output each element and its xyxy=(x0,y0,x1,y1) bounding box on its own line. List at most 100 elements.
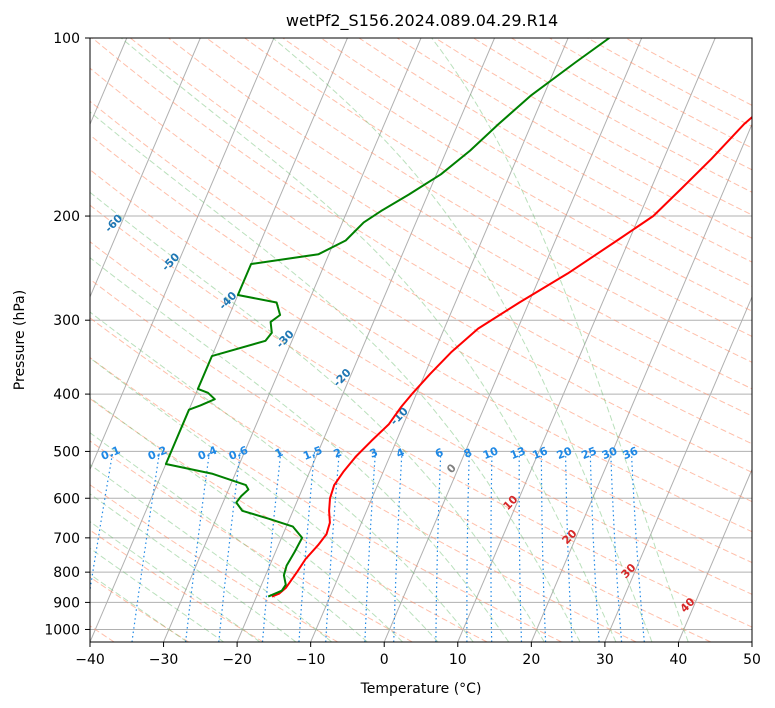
isotherm-label: 40 xyxy=(678,595,698,615)
isotherm-line xyxy=(236,38,496,642)
y-axis-label: Pressure (hPa) xyxy=(12,290,28,390)
dry-adiabat-line xyxy=(90,484,339,642)
isotherm-line xyxy=(383,38,643,642)
mixing-ratio-line xyxy=(518,451,523,642)
moist-adiabat-line xyxy=(120,38,617,642)
chart-title: wetPf2_S156.2024.089.04.29.R14 xyxy=(286,11,558,31)
x-tick-label: 30 xyxy=(596,652,614,668)
y-axis-ticks: 100 200 300 400 500 600 700 800 900 1000 xyxy=(44,31,90,638)
isotherm-label: -80 xyxy=(0,134,11,158)
mixing-ratio-label: 8 xyxy=(462,446,474,461)
x-tick-label: 10 xyxy=(449,652,467,668)
isotherm-line xyxy=(677,468,752,642)
mixing-ratio-label: 0.2 xyxy=(146,444,169,463)
mixing-ratio-label: 20 xyxy=(555,444,574,462)
mixing-ratio-line xyxy=(610,451,623,642)
mixing-ratio-line xyxy=(364,451,377,642)
y-tick-label: 700 xyxy=(53,531,80,547)
mixing-ratio-label: 16 xyxy=(531,444,550,462)
mixing-ratio-line xyxy=(90,451,114,594)
isotherm-label: -60 xyxy=(102,212,125,236)
x-tick-label: −10 xyxy=(296,652,326,668)
dry-adiabat-line xyxy=(130,38,752,417)
dry-adiabat-line xyxy=(90,357,562,642)
mixing-ratio-line xyxy=(261,451,282,642)
x-axis-label: Temperature (°C) xyxy=(360,681,482,697)
dry-adiabat-line xyxy=(90,440,413,642)
moist-adiabat-line xyxy=(90,432,368,642)
isotherm-label: -50 xyxy=(159,250,182,274)
isotherm-line xyxy=(604,295,752,642)
dry-adiabat-line xyxy=(91,38,752,445)
dry-adiabat-line xyxy=(90,398,488,642)
moist-adiabat-line xyxy=(90,111,581,642)
dry-adiabat-line xyxy=(90,100,752,503)
x-tick-label: 0 xyxy=(380,652,389,668)
mixing-ratio-line xyxy=(630,451,645,642)
y-tick-label: 200 xyxy=(53,209,80,225)
x-axis-ticks: −40 −30 −20 −10 0 10 20 30 40 50 xyxy=(75,642,761,668)
moist-adiabat-line xyxy=(90,463,333,642)
moist-adiabat-line xyxy=(90,573,188,642)
mixing-ratio-label: 13 xyxy=(508,444,527,462)
mixing-ratio-label: 30 xyxy=(600,444,619,462)
moist-adiabat-line xyxy=(90,311,474,642)
moist-adiabat-line xyxy=(90,493,297,642)
y-tick-label: 800 xyxy=(53,565,80,581)
y-tick-label: 1000 xyxy=(44,622,80,638)
dry-adiabat-line xyxy=(434,38,752,216)
y-tick-label: 100 xyxy=(53,31,80,47)
mixing-ratio-line xyxy=(185,451,211,642)
moist-adiabat-line xyxy=(90,397,403,642)
mixing-ratio-line xyxy=(540,451,547,642)
dry-adiabat-line xyxy=(90,169,752,564)
mixing-ratio-line xyxy=(490,451,493,642)
moist-adiabat-line xyxy=(90,191,545,642)
y-tick-label: 500 xyxy=(53,444,80,460)
x-tick-label: −30 xyxy=(149,652,179,668)
mixing-ratio-label: 4 xyxy=(394,446,406,461)
x-tick-label: 50 xyxy=(743,652,761,668)
dry-adiabat-line xyxy=(90,134,752,533)
x-tick-label: −40 xyxy=(75,652,105,668)
dry-adiabat-line xyxy=(625,38,752,106)
mixing-ratio-line xyxy=(466,451,470,642)
dry-adiabat-line xyxy=(244,38,752,337)
isotherm-line xyxy=(457,38,716,642)
mixing-ratio-line xyxy=(435,451,442,642)
temperature-line xyxy=(271,115,752,598)
dry-adiabat-line xyxy=(90,67,752,473)
mixing-ratio-label: 6 xyxy=(433,446,445,461)
isotherm-line xyxy=(90,38,275,471)
y-tick-label: 300 xyxy=(53,313,80,329)
dry-adiabat-line xyxy=(473,38,752,193)
mixing-ratio-line xyxy=(565,451,573,642)
moist-adiabat-line xyxy=(431,38,689,642)
mixing-ratio-label: 36 xyxy=(621,444,640,462)
y-tick-label: 900 xyxy=(53,595,80,611)
mixing-ratio-label: 10 xyxy=(481,444,500,462)
mixing-ratio-line xyxy=(298,451,316,642)
isotherm-label: 20 xyxy=(560,527,580,547)
moist-adiabat-line xyxy=(90,357,439,642)
dry-adiabat-line xyxy=(320,38,752,287)
y-tick-label: 600 xyxy=(53,491,80,507)
dry-adiabat-line xyxy=(90,204,752,595)
x-tick-label: −20 xyxy=(222,652,252,668)
mixing-ratio-line xyxy=(131,451,161,642)
isotherm-line xyxy=(530,123,752,642)
mixing-ratio-label: 1 xyxy=(273,446,285,461)
dewpoint-line xyxy=(164,38,610,598)
isotherm-line xyxy=(90,38,348,642)
mixing-ratio-line xyxy=(393,451,403,642)
isotherm-label: -70 xyxy=(45,173,68,197)
isotherm-line xyxy=(90,38,201,299)
dry-adiabat-line xyxy=(90,278,712,642)
dry-adiabat-line xyxy=(282,38,752,312)
y-tick-label: 400 xyxy=(53,387,80,403)
dry-adiabat-line xyxy=(90,317,637,642)
mixing-ratio-label: 3 xyxy=(368,446,380,461)
mixing-ratio-line xyxy=(325,451,340,642)
